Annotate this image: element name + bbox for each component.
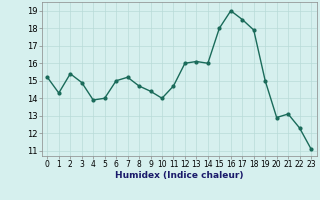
X-axis label: Humidex (Indice chaleur): Humidex (Indice chaleur) <box>115 171 244 180</box>
